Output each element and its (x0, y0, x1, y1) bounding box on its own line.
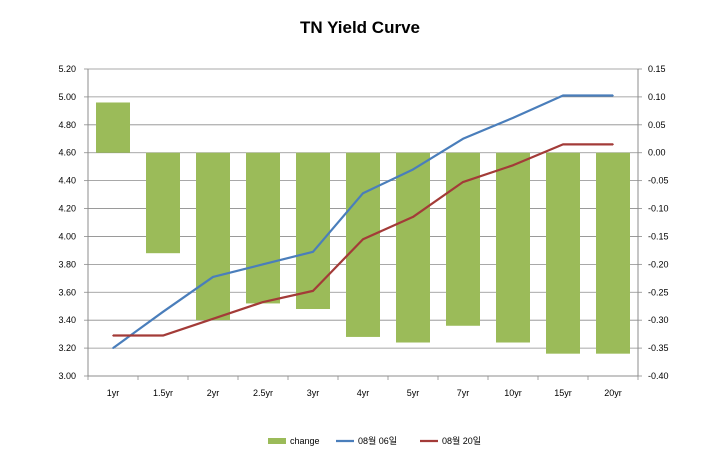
bar-1.5yr (146, 152, 180, 254)
bar-2yr (196, 152, 230, 321)
x-tick-label: 2.5yr (253, 388, 273, 398)
y-right-tick-label: -0.25 (648, 287, 669, 297)
series-2-point (312, 290, 314, 292)
y-left-tick-label: 4.80 (58, 120, 76, 130)
series-1-point (262, 263, 264, 266)
y-left-tick-label: 4.40 (58, 176, 76, 186)
bar-2.5yr (246, 152, 280, 304)
series-2-point (362, 238, 364, 241)
bar-20yr (596, 152, 630, 354)
y-left-tick-label: 5.20 (58, 64, 76, 74)
series-2-point (162, 334, 164, 337)
y-left-tick-label: 4.60 (58, 148, 76, 158)
series-2-point (262, 301, 264, 303)
series-2-point (612, 143, 614, 146)
y-right-tick-label: -0.30 (648, 315, 669, 325)
y-left-tick-label: 3.60 (58, 287, 76, 297)
y-right-tick-label: 0.05 (648, 120, 666, 130)
series-1-point (162, 311, 164, 313)
y-left-tick-label: 4.00 (58, 231, 76, 241)
y-right-tick-label: -0.05 (648, 176, 669, 186)
legend-label-0: change (290, 436, 320, 446)
y-left-tick-label: 4.20 (58, 204, 76, 214)
x-tick-label: 1yr (107, 388, 120, 398)
series-2-point (412, 216, 414, 218)
y-right-tick-label: 0.00 (648, 148, 666, 158)
y-right-tick-label: 0.15 (648, 64, 666, 74)
x-tick-label: 15yr (554, 388, 572, 398)
x-tick-label: 2yr (207, 388, 220, 398)
series-1-point (312, 251, 314, 253)
bar-15yr (546, 152, 580, 354)
bar-10yr (496, 152, 530, 343)
bar-3yr (296, 152, 330, 310)
series-2-point (112, 334, 114, 337)
y-right-tick-label: -0.15 (648, 231, 669, 241)
bar-4yr (346, 152, 380, 337)
y-right-tick-label: -0.10 (648, 204, 669, 214)
x-tick-label: 7yr (457, 388, 470, 398)
y-left-tick-label: 3.80 (58, 259, 76, 269)
bar-5yr (396, 152, 430, 343)
y-right-tick-label: -0.35 (648, 343, 669, 353)
series-2-point (562, 143, 564, 146)
y-left-tick-label: 5.00 (58, 92, 76, 102)
y-right-tick-label: 0.10 (648, 92, 666, 102)
x-tick-label: 5yr (407, 388, 420, 398)
chart-title: TN Yield Curve (300, 18, 420, 37)
x-tick-label: 4yr (357, 388, 370, 398)
series-1-point (512, 117, 514, 119)
series-1-point (412, 168, 414, 171)
x-tick-label: 10yr (504, 388, 522, 398)
series-1-point (112, 347, 114, 349)
series-2-point (462, 181, 464, 183)
x-tick-label: 1.5yr (153, 388, 173, 398)
x-tick-label: 3yr (307, 388, 320, 398)
series-1-point (612, 94, 614, 97)
series-1-point (562, 94, 564, 97)
y-left-tick-label: 3.00 (58, 371, 76, 381)
y-right-tick-label: -0.20 (648, 259, 669, 269)
legend-label-2: 08월 20일 (442, 435, 481, 446)
y-left-tick-label: 3.40 (58, 315, 76, 325)
series-1-point (462, 137, 464, 140)
series-1-point (362, 192, 364, 194)
series-2-point (212, 317, 214, 320)
legend-label-1: 08월 06일 (358, 435, 397, 446)
bar-1yr (96, 102, 130, 153)
y-left-tick-label: 3.20 (58, 343, 76, 353)
x-tick-label: 20yr (604, 388, 622, 398)
legend-swatch-change (268, 438, 286, 444)
series-2-point (512, 164, 514, 167)
series-1-point (212, 276, 214, 278)
y-right-tick-label: -0.40 (648, 371, 669, 381)
